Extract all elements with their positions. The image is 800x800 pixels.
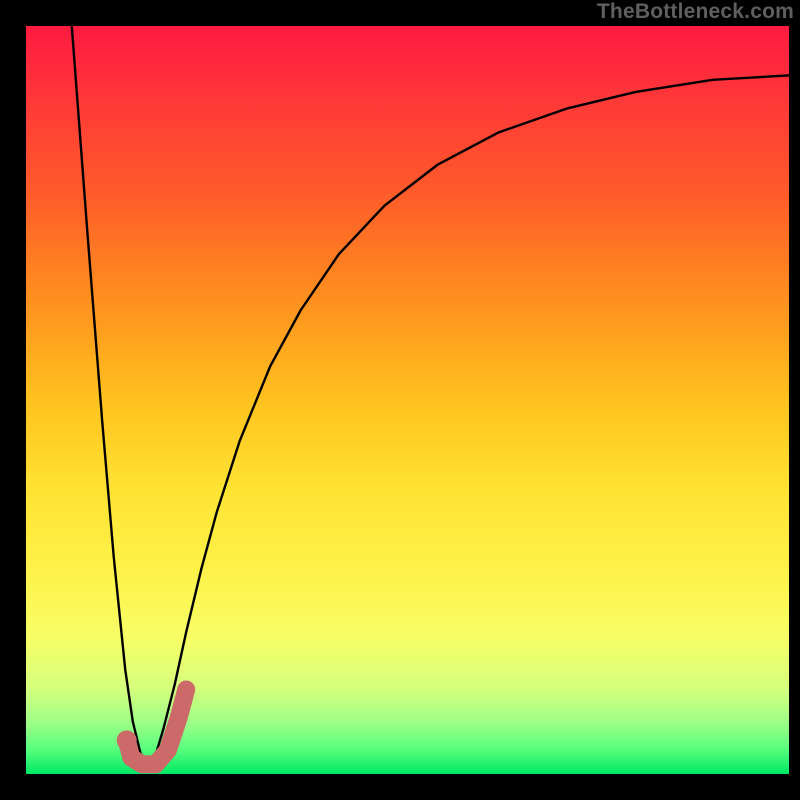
chart-svg <box>26 26 789 774</box>
gradient-background <box>26 26 789 774</box>
marker-dot <box>117 730 137 750</box>
chart-frame: TheBottleneck.com <box>0 0 800 800</box>
watermark-text: TheBottleneck.com <box>597 0 794 24</box>
plot-area <box>26 26 789 774</box>
